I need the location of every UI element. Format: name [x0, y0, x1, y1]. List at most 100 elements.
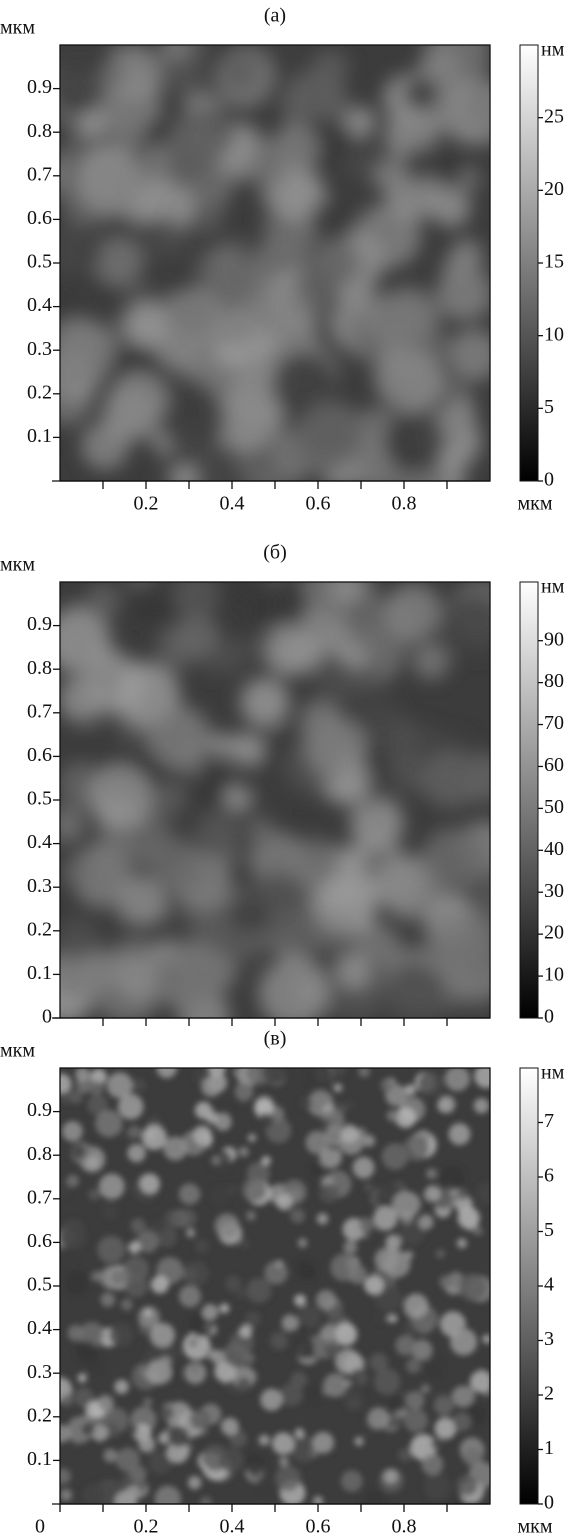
grain [71, 843, 134, 907]
grain [297, 1238, 308, 1248]
grain [417, 328, 448, 359]
colorbar [519, 581, 539, 1019]
grain [340, 1470, 363, 1492]
grain [456, 1238, 468, 1249]
grain [85, 1155, 100, 1170]
grain [71, 1144, 86, 1159]
y-tick-label: 0.9 [27, 76, 52, 98]
grain [323, 1373, 348, 1398]
chart-title: (в) [264, 1028, 287, 1050]
grain [308, 239, 359, 290]
grain [67, 1324, 84, 1342]
y-axis-label: мкм [0, 554, 35, 576]
grain [348, 1265, 368, 1285]
grain [307, 1068, 333, 1089]
grain [469, 1370, 490, 1393]
grain [316, 1289, 337, 1310]
grain [448, 1123, 471, 1146]
grain [193, 1069, 206, 1082]
grain [86, 585, 120, 618]
grain [151, 939, 222, 1010]
colorbar-tick-label: 0 [544, 469, 554, 491]
grain [88, 1188, 101, 1201]
grain [430, 1438, 443, 1450]
grain [126, 303, 171, 348]
colorbar-tick-label: 4 [544, 1274, 554, 1296]
colorbar-tick-label: 40 [544, 838, 564, 860]
grain [399, 1219, 426, 1245]
grain [194, 1238, 210, 1254]
grain [158, 384, 226, 452]
grain [300, 582, 331, 603]
grain [161, 287, 223, 348]
grain [334, 1348, 361, 1375]
grain [363, 1182, 373, 1192]
grain [320, 1118, 330, 1129]
grain [60, 1393, 73, 1407]
y-tick-label: 0.8 [27, 657, 52, 679]
grain [349, 1368, 369, 1389]
grain [272, 1432, 295, 1455]
grain [190, 1409, 211, 1430]
colorbar-tick-label: 3 [544, 1328, 554, 1350]
grain [77, 1373, 87, 1383]
grain [382, 1249, 411, 1278]
grain [60, 607, 110, 673]
grains [60, 582, 490, 1018]
grain [147, 705, 211, 769]
grain [263, 1068, 288, 1084]
grain [369, 1353, 389, 1372]
grain [346, 1100, 355, 1109]
grain [156, 1068, 177, 1079]
grain [331, 582, 363, 606]
grain [208, 732, 234, 758]
grain [139, 148, 171, 180]
x-axis-label: мкм [517, 493, 552, 515]
grain [278, 1456, 289, 1467]
y-tick-label: 0.2 [27, 381, 52, 403]
grain [130, 582, 176, 622]
grain [60, 806, 86, 844]
afm-image [60, 582, 490, 1018]
grain [141, 217, 187, 263]
grain [260, 1388, 283, 1411]
grain [396, 1312, 408, 1324]
grain [457, 1189, 469, 1201]
grain [100, 1292, 116, 1308]
grain [276, 1193, 293, 1211]
grain [421, 1453, 444, 1476]
grain [299, 698, 345, 744]
grain [150, 1275, 169, 1294]
grain [450, 1328, 478, 1356]
grain [437, 1095, 456, 1114]
grain [114, 121, 145, 151]
grain [384, 411, 446, 473]
y-tick-label: 0.8 [27, 1143, 52, 1165]
colorbar-tick-label: 5 [544, 396, 554, 418]
grain [424, 1359, 443, 1378]
grain [143, 1308, 153, 1318]
grain [299, 1097, 313, 1110]
grain [309, 1163, 323, 1177]
grain [474, 1068, 490, 1089]
grain [447, 328, 490, 382]
grain [201, 1076, 222, 1097]
grain [346, 106, 376, 137]
y-tick-label: 0.5 [27, 1274, 52, 1296]
grain [421, 750, 481, 809]
grain [275, 1259, 284, 1269]
grain [281, 1314, 299, 1332]
y-tick-label: 0.5 [27, 251, 52, 273]
colorbar-tick-label: 80 [544, 670, 564, 692]
grain [330, 1315, 340, 1325]
y-tick-label: 0.9 [27, 1099, 52, 1121]
grain [221, 54, 257, 90]
grain [92, 236, 144, 288]
grain [114, 1379, 129, 1394]
x-tick-label: 0.8 [392, 1516, 417, 1538]
colorbar-tick-label: 90 [544, 628, 564, 650]
grain [457, 1206, 480, 1230]
grain [155, 122, 222, 189]
grain [405, 1391, 425, 1410]
grain [294, 1294, 307, 1307]
